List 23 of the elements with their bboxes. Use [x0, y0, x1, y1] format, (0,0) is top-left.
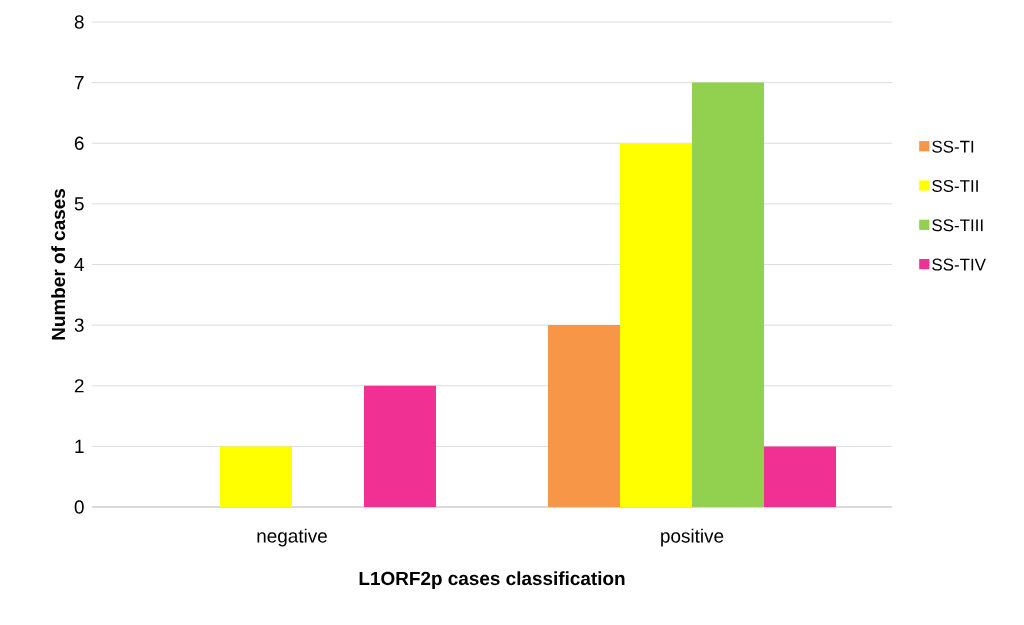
y-tick-label: 6	[74, 136, 84, 150]
legend-label: SS-TI	[932, 140, 974, 153]
y-tick-label: 1	[75, 439, 84, 453]
bar	[220, 446, 292, 507]
y-tick-label: 3	[74, 318, 84, 332]
y-tick-label: 0	[74, 500, 84, 514]
y-tick-label: 4	[74, 257, 84, 272]
bar	[364, 385, 436, 507]
x-tick-label: negative	[257, 528, 327, 547]
x-axis-title: L1ORF2p cases classification	[359, 571, 625, 589]
bar	[620, 143, 693, 507]
y-tick-label: 5	[74, 197, 84, 211]
legend-label: SS-TIV	[932, 258, 986, 271]
bar	[548, 325, 621, 507]
bar	[764, 446, 837, 507]
x-tick-label: positive	[661, 528, 724, 547]
y-tick-label: 7	[74, 76, 84, 90]
bar	[692, 82, 765, 507]
y-axis-title: Number of cases	[51, 189, 66, 340]
y-tick-label: 8	[74, 15, 84, 29]
legend-label: SS-TIII	[932, 219, 983, 232]
legend-label: SS-TII	[932, 179, 978, 192]
y-tick-label: 2	[74, 379, 84, 393]
